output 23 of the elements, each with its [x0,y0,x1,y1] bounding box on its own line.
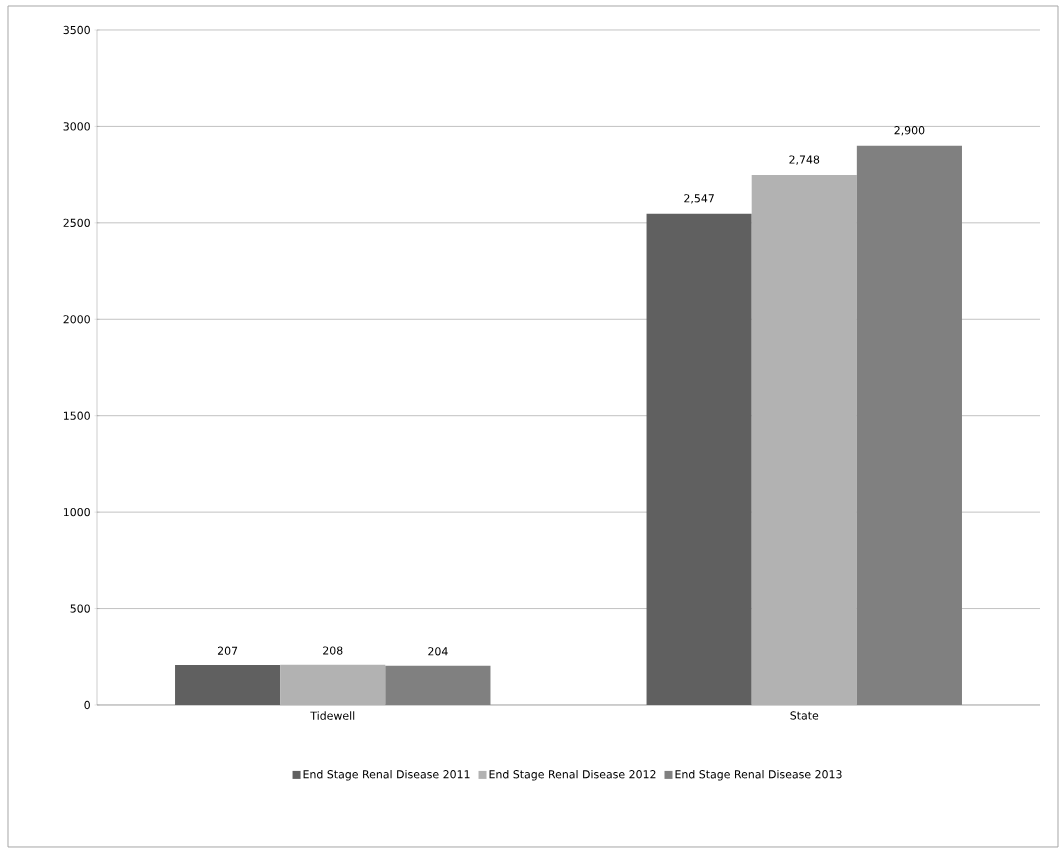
bar [751,175,857,705]
bar [175,665,281,705]
data-label: 208 [323,646,343,655]
x-tick-label: State [790,711,819,720]
legend-label: End Stage Renal Disease 2013 [675,769,842,781]
data-label: 207 [217,646,238,655]
data-label: 2,900 [894,126,925,136]
data-label: 2,547 [684,194,714,204]
y-tick-label: 500 [70,604,90,613]
y-tick-label: 2500 [63,218,90,227]
legend-label: End Stage Renal Disease 2012 [489,769,656,781]
y-tick-label: 0 [84,700,90,710]
legend-label: End Stage Renal Disease 2011 [303,769,470,781]
data-label: 204 [428,647,448,656]
y-tick-label: 2000 [63,315,90,324]
y-tick-label: 1500 [63,411,90,420]
bar [280,664,386,705]
bar [646,213,752,705]
y-tick-label: 3500 [63,25,90,35]
y-tick-label: 3000 [63,122,90,131]
y-tick-label: 1000 [63,507,90,517]
data-label: 2,748 [789,155,820,165]
x-tick-label: Tidewell [310,711,355,720]
